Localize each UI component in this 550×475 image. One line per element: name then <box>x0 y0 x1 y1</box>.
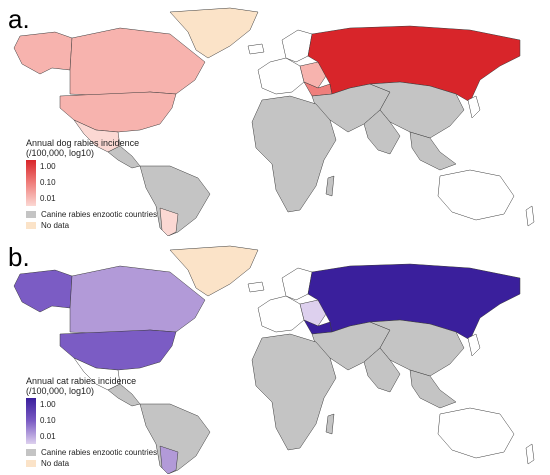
legend-enzootic: Canine rabies enzootic countries <box>26 210 157 219</box>
alaska <box>13 31 73 75</box>
australia <box>437 407 515 459</box>
greenland <box>169 7 259 59</box>
color-scale-bar <box>26 398 36 444</box>
legend-subtitle: (/100,000, log10) <box>26 148 95 158</box>
africa <box>251 333 337 451</box>
map-panel-cat: b. Annual cat ra <box>0 238 550 474</box>
eastern-europe <box>299 61 327 89</box>
argentina <box>159 445 179 474</box>
nodata-swatch <box>26 460 36 467</box>
eastern-europe <box>299 299 327 327</box>
legend-subtitle: (/100,000, log10) <box>26 386 95 396</box>
scale-tick: 1.00 <box>40 400 56 409</box>
world-map <box>13 245 535 474</box>
nodata-swatch <box>26 222 36 229</box>
western-europe <box>257 57 305 95</box>
world-map <box>13 7 535 236</box>
enzootic-swatch <box>26 211 36 218</box>
legend-nodata: No data <box>26 459 157 468</box>
map-panel-dog: a. <box>0 0 550 236</box>
australia <box>437 169 515 221</box>
southeast-asia <box>409 131 457 171</box>
panel-label: b. <box>8 242 30 272</box>
scale-tick: 0.10 <box>40 416 56 425</box>
south-america <box>139 403 211 474</box>
scandinavia <box>281 29 313 63</box>
nodata-label: No data <box>41 459 70 468</box>
western-europe <box>257 295 305 333</box>
japan <box>467 95 481 119</box>
legend: Annual dog rabies incidence (/100,000, l… <box>26 138 157 230</box>
iceland <box>247 281 265 293</box>
legend-title: Annual dog rabies incidence <box>26 138 140 148</box>
greenland <box>169 245 259 297</box>
india <box>363 109 401 155</box>
enzootic-swatch <box>26 449 36 456</box>
africa <box>251 95 337 213</box>
scale-tick: 0.10 <box>40 178 56 187</box>
legend: Annual cat rabies incidence (/100,000, l… <box>26 376 157 468</box>
usa <box>59 329 177 371</box>
china <box>369 81 465 139</box>
scale-tick: 0.01 <box>40 194 56 203</box>
argentina <box>159 207 179 236</box>
color-scale-bar <box>26 160 36 206</box>
scandinavia <box>281 267 313 301</box>
nodata-label: No data <box>41 221 70 230</box>
panel-label: a. <box>8 4 30 34</box>
canada <box>69 265 206 335</box>
madagascar <box>325 175 335 197</box>
legend-title: Annual cat rabies incidence <box>26 376 137 386</box>
alaska <box>13 269 73 313</box>
india <box>363 347 401 393</box>
new-zealand <box>525 443 535 465</box>
iceland <box>247 43 265 55</box>
scale-tick: 0.01 <box>40 432 56 441</box>
scale-tick: 1.00 <box>40 162 56 171</box>
madagascar <box>325 413 335 435</box>
canada <box>69 27 206 97</box>
south-america <box>139 165 211 236</box>
china <box>369 319 465 377</box>
legend-nodata: No data <box>26 221 157 230</box>
usa <box>59 91 177 133</box>
southeast-asia <box>409 369 457 409</box>
enzootic-label: Canine rabies enzootic countries <box>41 448 158 457</box>
enzootic-label: Canine rabies enzootic countries <box>41 210 158 219</box>
japan <box>467 333 481 357</box>
legend-enzootic: Canine rabies enzootic countries <box>26 448 157 457</box>
new-zealand <box>525 205 535 227</box>
